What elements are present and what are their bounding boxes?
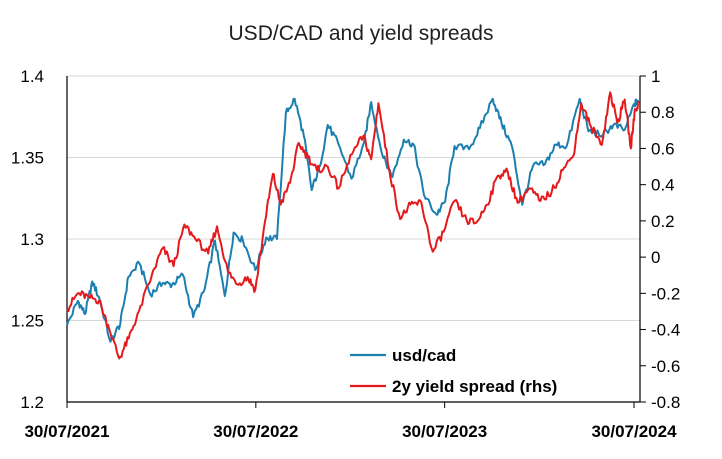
right-axis-tick-label: -0.4: [651, 321, 680, 340]
left-axis-tick-label: 1.4: [20, 67, 44, 86]
series-lines: [66, 91, 640, 360]
right-axis-tick-label: -0.8: [651, 393, 680, 412]
right-axis-tick-label: 0.6: [651, 139, 675, 158]
gridlines: [67, 75, 640, 321]
right-axis-tick-label: -0.6: [651, 357, 680, 376]
left-axis-tick-label: 1.3: [20, 230, 44, 249]
right-axis-tick-label: 0.2: [651, 212, 675, 231]
legend-label: usd/cad: [392, 346, 456, 365]
axes: 1.2 1.25 1.3 1.35 1.4 -0.8 -0.6 -0.4 -0.2 0 0.2 0.4…: [11, 67, 680, 441]
legend: usd/cad 2y yield spread (rhs): [350, 346, 557, 396]
right-axis-tick-label: -0.2: [651, 284, 680, 303]
right-axis-tick-label: 0: [651, 248, 660, 267]
right-axis-tick-label: 1: [651, 67, 660, 86]
left-axis-tick-label: 1.25: [11, 312, 44, 331]
series-line-usd-cad: [66, 97, 640, 343]
right-axis-tick-label: 0.4: [651, 176, 675, 195]
left-axis-tick-label: 1.2: [20, 393, 44, 412]
right-axis-tick-label: 0.8: [651, 103, 675, 122]
chart-title: USD/CAD and yield spreads: [229, 22, 494, 45]
x-axis-tick-label: 30/07/2022: [213, 422, 298, 441]
series-line-yield-spread: [66, 91, 640, 360]
x-axis-tick-label: 30/07/2024: [591, 422, 677, 441]
legend-label: 2y yield spread (rhs): [392, 377, 557, 396]
x-axis-tick-label: 30/07/2023: [402, 422, 487, 441]
left-axis-tick-label: 1.35: [11, 149, 44, 168]
x-axis-tick-label: 30/07/2021: [24, 422, 109, 441]
